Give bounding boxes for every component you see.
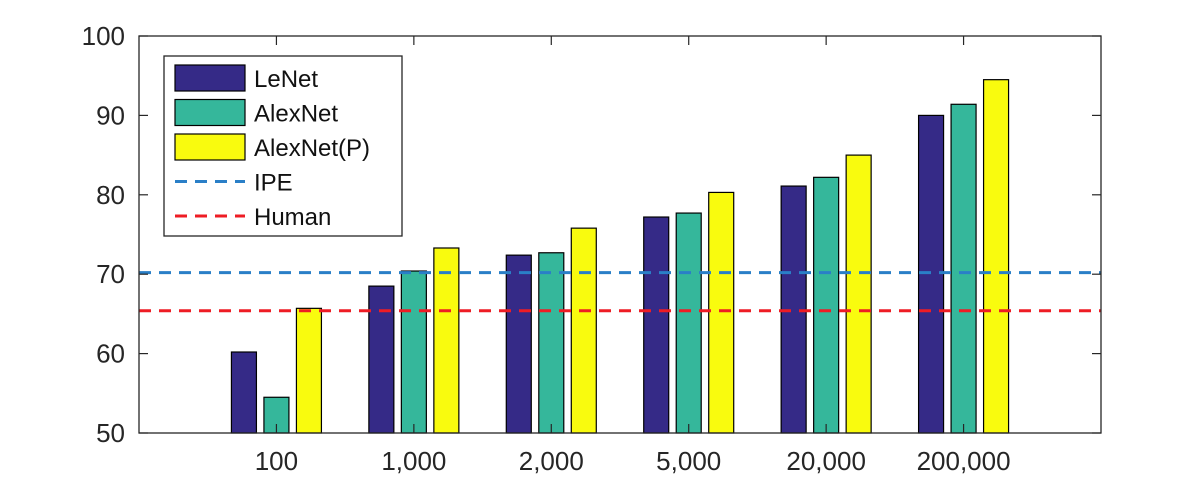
axes-frame (138, 35, 1102, 434)
legend-swatch-alexnet (174, 98, 246, 127)
bar-lenet-3 (643, 216, 670, 434)
x-tick-label-2: 2,000 (519, 446, 584, 476)
y-tick-label-5: 100 (82, 21, 125, 51)
legend-swatch-alexnetp (174, 133, 246, 161)
bar-lenet-1 (368, 285, 395, 434)
legend-label-alexnetp: AlexNet(P) (254, 135, 370, 162)
bar-alexnet-4 (813, 176, 840, 434)
bar-lenet-0 (230, 351, 258, 434)
bar-alexnet-1 (400, 270, 427, 434)
bar-alexnetp-1 (433, 247, 460, 434)
bar-lenet-2 (505, 254, 532, 434)
y-tick-label-0: 50 (96, 418, 125, 448)
bar-alexnet-5 (950, 103, 977, 434)
y-tick-label-2: 70 (96, 259, 125, 289)
y-tick-label-3: 80 (96, 180, 125, 210)
legend-label-alexnet: AlexNet (254, 101, 338, 128)
legend-label-ipe: IPE (254, 170, 293, 197)
legend-label-human: Human (254, 204, 331, 231)
bar-alexnetp-3 (708, 191, 735, 434)
y-tick-label-4: 90 (96, 100, 125, 130)
x-tick-label-3: 5,000 (656, 446, 721, 476)
bar-alexnetp-0 (295, 307, 323, 434)
bar-lenet-5 (917, 114, 945, 434)
y-tick-label-1: 60 (96, 339, 125, 369)
legend-label-lenet: LeNet (254, 66, 318, 93)
legend-swatch-lenet (174, 64, 246, 92)
bar-alexnetp-4 (845, 154, 872, 434)
bar-alexnetp-2 (570, 227, 597, 434)
bar-alexnet-3 (675, 212, 702, 434)
bar-alexnetp-5 (982, 79, 1010, 434)
bar-alexnet-2 (538, 252, 565, 434)
x-tick-label-1: 1,000 (381, 446, 446, 476)
x-tick-label-4: 20,000 (786, 446, 866, 476)
x-tick-label-5: 200,000 (917, 446, 1011, 476)
x-tick-label-0: 100 (255, 446, 298, 476)
